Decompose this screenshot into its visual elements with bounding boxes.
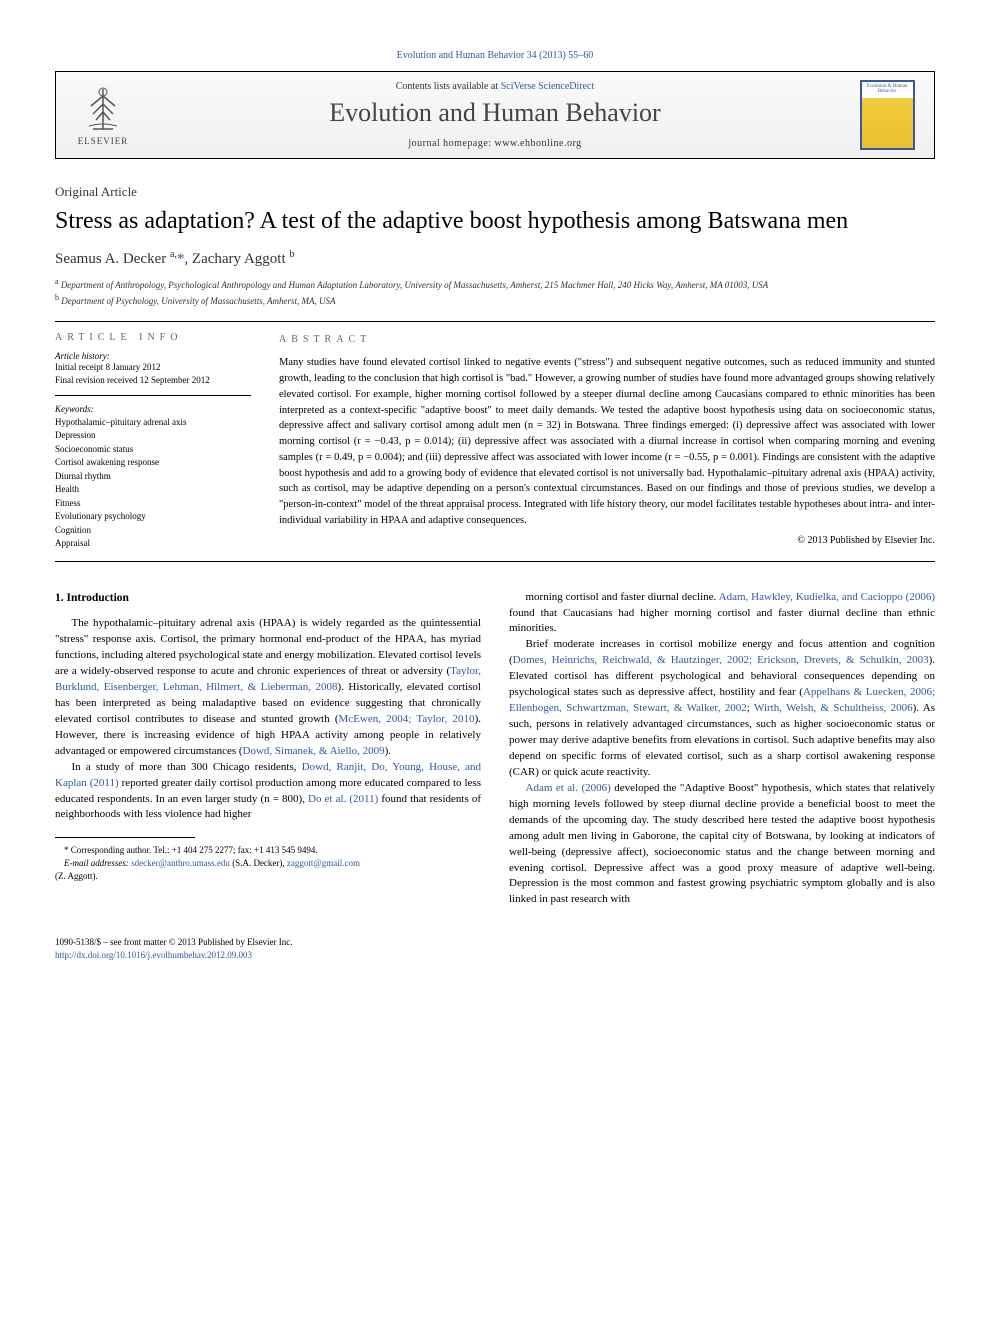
body-paragraph: Brief moderate increases in cortisol mob…: [509, 637, 935, 780]
contents-available-line: Contents lists available at SciVerse Sci…: [138, 81, 852, 92]
email-label: E-mail addresses:: [64, 858, 129, 868]
journal-citation-link[interactable]: Evolution and Human Behavior 34 (2013) 5…: [55, 50, 935, 61]
body-paragraph: morning cortisol and faster diurnal decl…: [509, 590, 935, 638]
email-name-1: (S.A. Decker),: [232, 858, 284, 868]
history-label: Article history:: [55, 351, 251, 361]
keyword: Cognition: [55, 524, 251, 538]
keyword: Depression: [55, 429, 251, 443]
keyword: Socioeconomic status: [55, 443, 251, 457]
journal-header-box: ELSEVIER Contents lists available at Sci…: [55, 71, 935, 159]
info-abstract-row: ARTICLE INFO Article history: Initial re…: [55, 321, 935, 561]
body-columns: 1. Introduction The hypothalamic–pituita…: [55, 590, 935, 909]
keyword: Health: [55, 483, 251, 497]
body-paragraph: Adam et al. (2006) developed the "Adapti…: [509, 781, 935, 909]
body-paragraph: In a study of more than 300 Chicago resi…: [55, 760, 481, 824]
article-info-column: ARTICLE INFO Article history: Initial re…: [55, 322, 265, 560]
cover-title: Evolution & Human Behavior: [862, 82, 913, 98]
keyword: Fitness: [55, 497, 251, 511]
abstract-text: Many studies have found elevated cortiso…: [279, 355, 935, 528]
history-line: Final revision received 12 September 201…: [55, 374, 251, 387]
abstract-column: ABSTRACT Many studies have found elevate…: [265, 322, 935, 560]
email-link-2[interactable]: zaggott@gmail.com: [287, 858, 360, 868]
article-title: Stress as adaptation? A test of the adap…: [55, 206, 935, 237]
contents-text: Contents lists available at: [396, 81, 501, 92]
body-column-right: morning cortisol and faster diurnal decl…: [509, 590, 935, 909]
authors-line: Seamus A. Decker a,*, Zachary Aggott b: [55, 249, 935, 268]
publisher-name: ELSEVIER: [78, 136, 129, 146]
header-center: Contents lists available at SciVerse Sci…: [138, 81, 852, 149]
journal-name: Evolution and Human Behavior: [138, 98, 852, 128]
article-info-label: ARTICLE INFO: [55, 332, 251, 343]
body-paragraph: The hypothalamic–pituitary adrenal axis …: [55, 616, 481, 759]
elsevier-tree-icon: [81, 84, 126, 134]
article-type: Original Article: [55, 184, 935, 200]
email-footnote: E-mail addresses: sdecker@anthro.umass.e…: [55, 857, 481, 870]
history-block: Article history: Initial receipt 8 Janua…: [55, 351, 251, 395]
journal-homepage-line: journal homepage: www.ehbonline.org: [138, 138, 852, 149]
page-footer: 1090-5138/$ – see front matter © 2013 Pu…: [55, 936, 935, 961]
abstract-label: ABSTRACT: [279, 332, 935, 347]
keyword: Diurnal rhythm: [55, 470, 251, 484]
corresponding-author-footnote: * Corresponding author. Tel.: +1 404 275…: [55, 844, 481, 857]
email-link-1[interactable]: sdecker@anthro.umass.edu: [131, 858, 230, 868]
journal-cover-block: Evolution & Human Behavior: [852, 80, 922, 150]
keyword: Cortisol awakening response: [55, 456, 251, 470]
sciverse-link[interactable]: SciVerse ScienceDirect: [501, 81, 595, 92]
affiliation-b: b Department of Psychology, University o…: [55, 292, 935, 308]
body-column-left: 1. Introduction The hypothalamic–pituita…: [55, 590, 481, 909]
footnote-separator: [55, 837, 195, 838]
email-name-2: (Z. Aggott).: [55, 870, 481, 883]
abstract-copyright: © 2013 Published by Elsevier Inc.: [279, 533, 935, 548]
section-heading-introduction: 1. Introduction: [55, 590, 481, 607]
doi-link[interactable]: http://dx.doi.org/10.1016/j.evolhumbehav…: [55, 950, 252, 960]
history-line: Initial receipt 8 January 2012: [55, 361, 251, 374]
keywords-list: Hypothalamic–pituitary adrenal axisDepre…: [55, 416, 251, 551]
page-container: Evolution and Human Behavior 34 (2013) 5…: [0, 0, 990, 992]
publisher-logo-block: ELSEVIER: [68, 84, 138, 146]
keyword: Hypothalamic–pituitary adrenal axis: [55, 416, 251, 430]
corr-author-text: * Corresponding author. Tel.: +1 404 275…: [64, 845, 318, 855]
journal-cover-thumbnail[interactable]: Evolution & Human Behavior: [860, 80, 915, 150]
keyword: Appraisal: [55, 537, 251, 551]
keyword: Evolutionary psychology: [55, 510, 251, 524]
affiliations: a Department of Anthropology, Psychologi…: [55, 276, 935, 307]
issn-line: 1090-5138/$ – see front matter © 2013 Pu…: [55, 936, 935, 949]
keywords-label: Keywords:: [55, 404, 251, 414]
affiliation-a: a Department of Anthropology, Psychologi…: [55, 276, 935, 292]
